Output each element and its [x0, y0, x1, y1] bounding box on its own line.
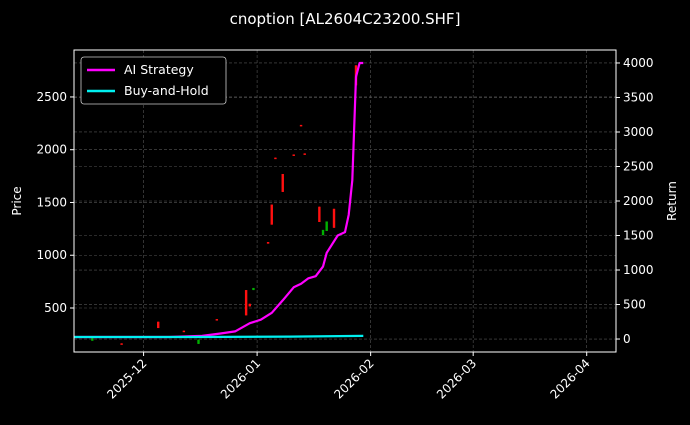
candle-body: [215, 319, 219, 321]
series-line-ai-strategy: [74, 61, 364, 339]
legend-box: [80, 56, 227, 105]
candle-body: [248, 303, 251, 307]
candle-body: [157, 321, 160, 329]
y-tick-label-right: 500: [623, 298, 646, 312]
x-axis: 2025-12 2026-01 2026-02 2026-03 2026-04: [104, 352, 593, 402]
candle-body: [252, 287, 255, 291]
candle-body: [91, 338, 94, 341]
candle-body: [321, 229, 325, 236]
x-tick-label: 2026-03: [434, 356, 479, 401]
y-tick-label: 1000: [36, 248, 67, 262]
candle-body: [120, 343, 123, 345]
y-axis-label-left: Price: [10, 186, 24, 215]
grid: [74, 50, 616, 352]
y-tick-label-right: 4000: [623, 56, 654, 70]
y-axis-label-right: Return: [665, 181, 679, 221]
candle-body: [197, 339, 200, 344]
candle-body: [244, 290, 248, 316]
x-tick-label: 2026-01: [218, 356, 263, 401]
candle-body: [270, 204, 273, 225]
legend-label: AI Strategy: [124, 62, 194, 77]
legend-label: Buy-and-Hold: [124, 83, 209, 98]
candle-body: [299, 124, 303, 127]
x-tick-label: 2025-12: [104, 356, 149, 401]
candle-body: [281, 173, 284, 192]
y-tick-label-right: 3500: [623, 90, 654, 104]
candle-body: [274, 157, 277, 160]
y-tick-label: 2000: [36, 143, 67, 157]
y-tick-label-right: 1000: [623, 263, 654, 277]
candle-body: [332, 208, 336, 228]
candle-body: [303, 153, 306, 155]
candle-body: [292, 154, 295, 156]
y-tick-label-right: 1500: [623, 229, 654, 243]
x-tick-label: 2026-04: [547, 356, 592, 401]
y-tick-label-right: 0: [623, 332, 631, 346]
y-tick-label: 2500: [36, 90, 67, 104]
y-tick-label-right: 3000: [623, 125, 654, 139]
x-tick-label: 2026-02: [331, 356, 376, 401]
chart-title: cnoption [AL2604C23200.SHF]: [230, 10, 461, 28]
candle-body: [266, 242, 270, 244]
y-tick-label-right: 2000: [623, 194, 654, 208]
y-tick-label: 1500: [36, 195, 67, 209]
candle-body: [182, 330, 186, 333]
legend: AI Strategy Buy-and-Hold: [80, 56, 227, 105]
series-lines: [74, 61, 364, 339]
y-axis-left: 500 1000 1500 2000 2500: [36, 90, 74, 315]
y-axis-right: 0 500 1000 1500 2000 2500 3000 3500 4000: [616, 56, 654, 346]
candles: [91, 65, 358, 345]
series-line-buy-and-hold: [74, 334, 364, 339]
y-tick-label-right: 2500: [623, 159, 654, 173]
candle-body: [325, 221, 328, 231]
candle-body: [318, 206, 321, 222]
y-tick-label: 500: [44, 301, 67, 315]
